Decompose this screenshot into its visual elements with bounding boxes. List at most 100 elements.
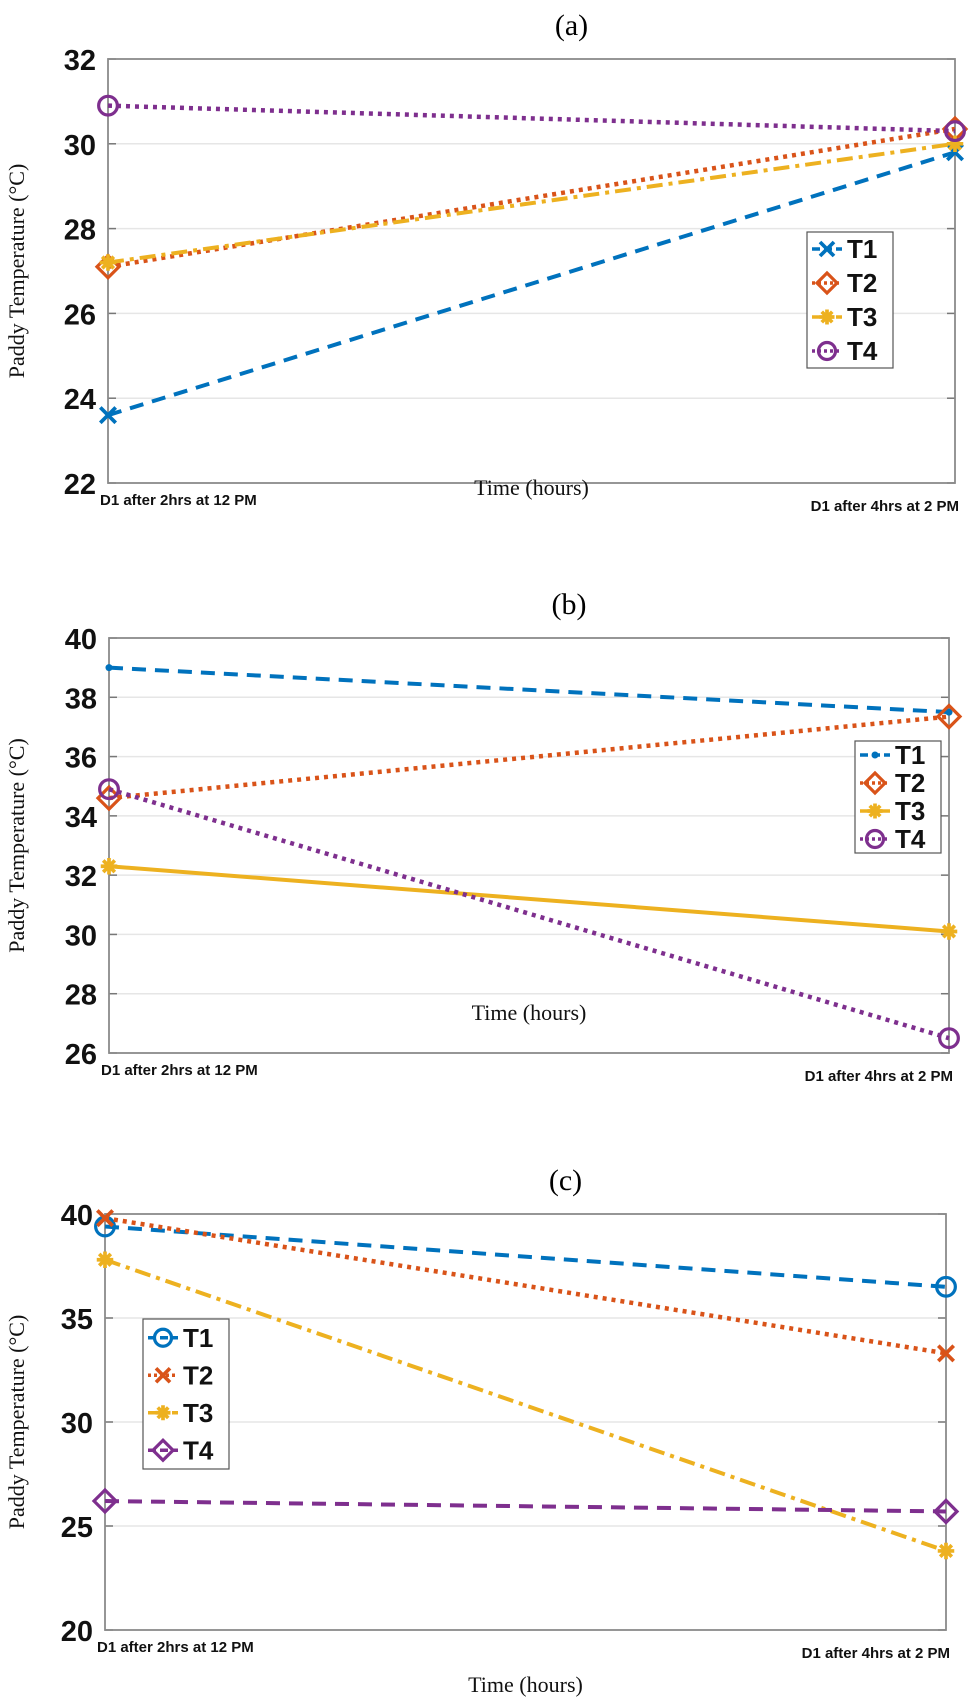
series-t1 xyxy=(98,143,965,425)
series-line xyxy=(107,150,956,418)
circle-marker xyxy=(944,120,966,143)
circle-marker xyxy=(864,828,886,850)
axes-box xyxy=(108,637,950,1054)
x-tick-label: D1 after 4hrs at 2 PM xyxy=(802,1645,950,1662)
data-point xyxy=(940,923,958,940)
series-line xyxy=(104,1224,947,1289)
legend-marker xyxy=(818,240,836,258)
series-t4 xyxy=(98,778,960,1050)
series-line xyxy=(104,1257,947,1553)
asterisk-core xyxy=(871,807,879,815)
legend-marker xyxy=(862,770,888,796)
y-tick-label: 25 xyxy=(61,1512,93,1544)
x-marker xyxy=(154,1366,172,1384)
legend-label: T2 xyxy=(183,1360,213,1390)
data-point xyxy=(936,1344,956,1363)
asterisk-core xyxy=(100,1255,110,1265)
diamond-marker xyxy=(862,770,888,796)
y-tick-label: 34 xyxy=(65,802,97,834)
y-axis-label: Paddy Temperature (°C) xyxy=(4,164,29,379)
legend-marker xyxy=(814,270,840,296)
diamond-marker xyxy=(150,1437,176,1463)
y-tick-label: 30 xyxy=(61,1408,93,1440)
diamond-marker xyxy=(932,1498,960,1525)
y-axis-label: Paddy Temperature (°C) xyxy=(4,1315,29,1530)
y-tick-label: 28 xyxy=(64,215,96,247)
chart-title: (a) xyxy=(555,9,588,42)
asterisk-core xyxy=(104,861,114,871)
legend-label: T1 xyxy=(847,234,877,264)
data-point xyxy=(935,1275,957,1298)
chart-title: (c) xyxy=(549,1164,582,1197)
legend-label: T1 xyxy=(183,1323,213,1353)
legend-label: T4 xyxy=(847,336,878,366)
x-tick-label: D1 after 2hrs at 12 PM xyxy=(100,492,257,509)
x-tick-label: D1 after 4hrs at 2 PM xyxy=(805,1068,953,1085)
axes-box xyxy=(107,58,956,484)
data-point xyxy=(91,1487,119,1515)
legend-marker xyxy=(154,1366,172,1384)
x-marker xyxy=(818,240,836,258)
y-tick-label: 32 xyxy=(64,45,96,77)
axes-box xyxy=(104,1213,947,1631)
legend-marker xyxy=(152,1327,174,1348)
point-marker xyxy=(105,664,113,672)
data-point xyxy=(945,708,953,716)
legend-label: T1 xyxy=(895,740,925,770)
asterisk-core xyxy=(823,313,831,321)
data-point xyxy=(98,406,118,425)
y-tick-label: 28 xyxy=(65,980,97,1012)
y-tick-label: 35 xyxy=(61,1304,93,1336)
y-tick-label: 26 xyxy=(65,1039,97,1071)
asterisk-core xyxy=(159,1408,167,1417)
y-tick-label: 22 xyxy=(64,469,96,501)
x-axis-label: Time (hours) xyxy=(474,475,589,500)
y-tick-label: 38 xyxy=(65,683,97,715)
legend-item-t4: T4 xyxy=(812,336,878,366)
y-tick-label: 40 xyxy=(61,1200,93,1232)
legend-label: T3 xyxy=(183,1398,213,1428)
x-marker xyxy=(95,1209,115,1228)
legend-label: T2 xyxy=(847,268,877,298)
data-point xyxy=(100,858,118,875)
data-point xyxy=(935,703,963,730)
series-line xyxy=(104,1215,947,1356)
y-tick-label: 24 xyxy=(64,384,96,416)
data-point xyxy=(98,778,120,801)
circle-marker xyxy=(935,1275,957,1298)
legend-label: T4 xyxy=(183,1435,214,1465)
data-point xyxy=(96,1251,114,1269)
y-tick-label: 20 xyxy=(61,1616,93,1648)
legend-marker xyxy=(150,1437,176,1463)
series-line xyxy=(108,714,950,801)
plot-area xyxy=(109,638,949,1053)
circle-marker xyxy=(816,340,838,362)
x-axis-label: Time (hours) xyxy=(468,1672,583,1697)
y-tick-label: 30 xyxy=(65,920,97,952)
legend-item-t2: T2 xyxy=(860,768,925,798)
asterisk-core xyxy=(941,1546,951,1556)
legend-item-t4: T4 xyxy=(860,824,926,854)
legend-item-t2: T2 xyxy=(148,1360,213,1390)
diamond-marker xyxy=(935,703,963,730)
series-t3 xyxy=(100,858,958,940)
chart-title: (b) xyxy=(552,588,587,621)
circle-marker xyxy=(152,1327,174,1348)
x-tick-label: D1 after 2hrs at 12 PM xyxy=(97,1639,254,1656)
circle-marker xyxy=(98,778,120,801)
legend-label: T2 xyxy=(895,768,925,798)
legend-marker xyxy=(867,803,883,819)
point-marker xyxy=(945,708,953,716)
series-line xyxy=(107,141,956,265)
legend-label: T3 xyxy=(895,796,925,826)
legend-marker xyxy=(819,309,835,325)
legend: T1 T2 T3 T4 xyxy=(142,1318,230,1470)
y-tick-label: 32 xyxy=(65,861,97,893)
data-point xyxy=(932,1498,960,1525)
series-line xyxy=(108,665,950,715)
legend-marker xyxy=(864,828,886,850)
legend-item-t1: T1 xyxy=(860,740,925,770)
chart-panel-a: (a) 22 24 26 28 30 32 D1 after 2hrs at 12 PM D1 … xyxy=(4,9,969,515)
